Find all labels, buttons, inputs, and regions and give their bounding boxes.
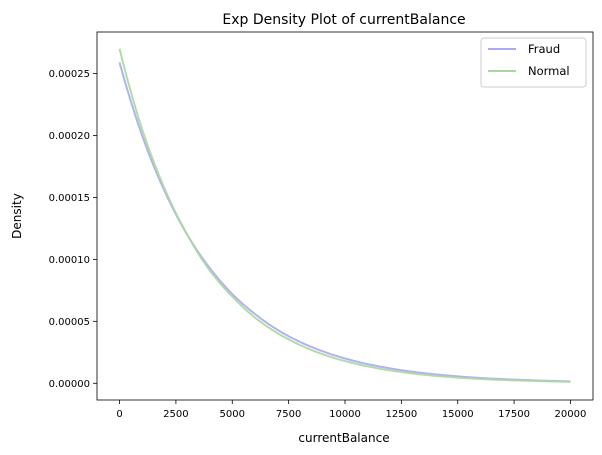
y-tick-label: 0.00005 bbox=[49, 317, 90, 328]
legend: Fraud Normal bbox=[480, 37, 587, 88]
x-tick-label: 12500 bbox=[385, 409, 417, 420]
legend-frame bbox=[480, 37, 587, 88]
y-tick-label: 0.00000 bbox=[49, 379, 90, 390]
x-tick-label: 0 bbox=[116, 409, 122, 420]
x-tick-label: 15000 bbox=[442, 409, 474, 420]
series-layer bbox=[118, 48, 571, 383]
y-tick-label: 0.00025 bbox=[49, 69, 90, 80]
y-tick-label: 0.00010 bbox=[49, 255, 90, 266]
x-tick-label: 7500 bbox=[276, 409, 301, 420]
x-tick-label: 17500 bbox=[498, 409, 530, 420]
y-tick-label: 0.00020 bbox=[49, 131, 90, 142]
y-tick-label: 0.00015 bbox=[49, 193, 90, 204]
legend-label-normal: Normal bbox=[528, 64, 570, 78]
x-axis-title: currentBalance bbox=[298, 431, 389, 445]
chart-title: Exp Density Plot of currentBalance bbox=[222, 12, 465, 28]
y-axis-title: Density bbox=[10, 193, 24, 239]
x-tick-label: 5000 bbox=[220, 409, 245, 420]
legend-label-fraud: Fraud bbox=[528, 42, 560, 56]
x-tick-label: 2500 bbox=[163, 409, 188, 420]
x-tick-label: 20000 bbox=[555, 409, 587, 420]
y-axis-ticks: 0.00000 0.00005 0.00010 0.00015 0.00020 0.000… bbox=[49, 69, 97, 390]
series-line-normal bbox=[118, 48, 571, 383]
plot-area bbox=[97, 32, 593, 400]
x-tick-label: 10000 bbox=[329, 409, 361, 420]
x-axis-ticks: 0 2500 5000 7500 10000 12500 15000 17500 20000 bbox=[116, 400, 586, 420]
